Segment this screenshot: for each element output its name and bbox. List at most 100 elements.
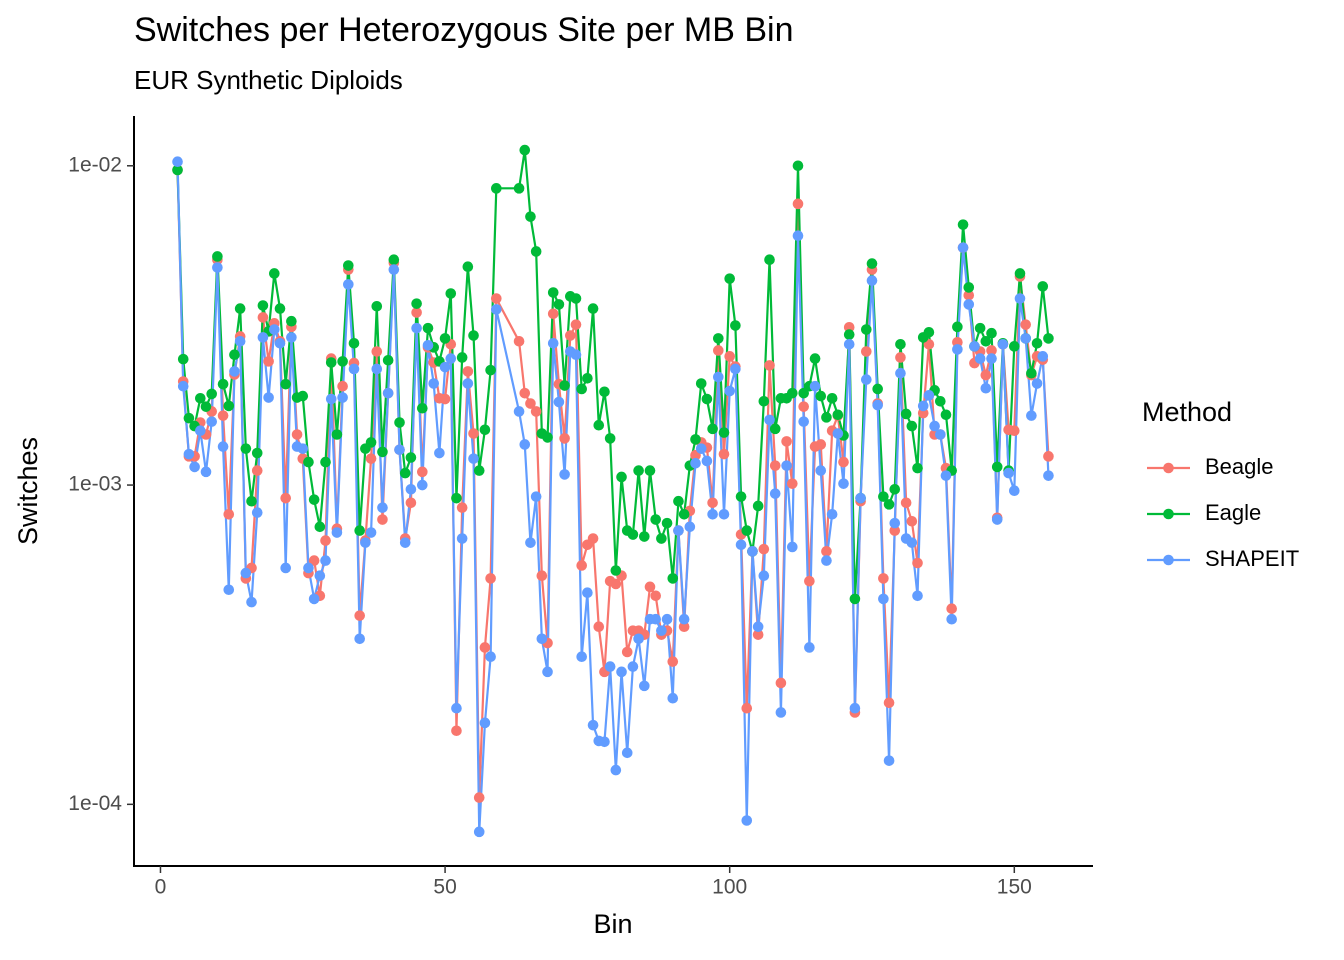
data-point bbox=[576, 383, 587, 395]
data-point bbox=[656, 625, 667, 636]
data-point bbox=[627, 529, 639, 540]
data-point bbox=[724, 385, 735, 397]
data-point bbox=[815, 465, 827, 476]
data-point bbox=[251, 447, 263, 459]
data-point bbox=[348, 363, 360, 375]
data-point bbox=[251, 507, 263, 518]
legend-key-point bbox=[1163, 554, 1174, 566]
data-point bbox=[838, 478, 849, 489]
data-point bbox=[251, 465, 263, 476]
data-point bbox=[479, 717, 491, 729]
data-point bbox=[787, 478, 798, 489]
data-point bbox=[735, 491, 747, 502]
data-point bbox=[912, 557, 923, 569]
data-point bbox=[217, 378, 229, 390]
data-point bbox=[189, 461, 200, 473]
data-point bbox=[667, 692, 679, 704]
data-point bbox=[752, 621, 764, 633]
data-point bbox=[980, 369, 992, 381]
legend-title: Method bbox=[1142, 397, 1232, 427]
data-point bbox=[1009, 485, 1020, 497]
data-point bbox=[883, 755, 895, 766]
data-point bbox=[678, 508, 690, 520]
data-point bbox=[417, 402, 428, 414]
data-point bbox=[866, 258, 878, 269]
data-point bbox=[462, 378, 474, 389]
data-point bbox=[417, 466, 428, 478]
y-axis-title: Switches bbox=[13, 437, 43, 545]
data-point bbox=[172, 164, 183, 176]
data-point bbox=[878, 593, 889, 605]
data-point bbox=[610, 578, 622, 590]
data-point bbox=[365, 527, 377, 538]
data-point bbox=[525, 211, 536, 222]
data-point bbox=[832, 428, 844, 439]
data-point bbox=[195, 392, 206, 404]
data-point bbox=[371, 363, 383, 375]
data-point bbox=[713, 333, 724, 344]
data-point bbox=[650, 590, 661, 602]
data-point bbox=[257, 332, 269, 343]
data-point bbox=[764, 254, 775, 265]
data-point bbox=[530, 246, 542, 257]
data-point bbox=[399, 467, 411, 479]
data-point bbox=[223, 508, 235, 520]
data-point bbox=[758, 395, 770, 407]
data-point bbox=[513, 406, 525, 417]
data-point bbox=[639, 531, 650, 542]
data-point bbox=[331, 429, 343, 440]
data-point bbox=[303, 456, 314, 468]
data-point bbox=[769, 460, 781, 471]
data-point bbox=[343, 260, 354, 271]
data-point bbox=[570, 319, 582, 330]
data-point bbox=[804, 642, 815, 653]
data-point bbox=[809, 353, 821, 364]
data-point bbox=[485, 364, 496, 376]
data-point bbox=[212, 251, 223, 262]
data-point bbox=[826, 392, 838, 404]
plot-area bbox=[172, 144, 1054, 838]
data-point bbox=[792, 160, 804, 172]
data-point bbox=[889, 525, 901, 536]
data-point bbox=[331, 527, 343, 538]
data-point bbox=[246, 596, 257, 608]
data-point bbox=[849, 702, 861, 714]
data-point bbox=[843, 338, 855, 350]
data-point bbox=[257, 312, 269, 323]
data-point bbox=[633, 633, 644, 645]
data-point bbox=[553, 299, 565, 310]
data-point bbox=[582, 587, 593, 599]
data-point bbox=[519, 144, 531, 156]
x-tick-label: 50 bbox=[433, 876, 456, 899]
data-point bbox=[1014, 268, 1026, 279]
data-point bbox=[707, 423, 718, 435]
data-point bbox=[1043, 451, 1054, 462]
data-point bbox=[479, 424, 491, 436]
data-point bbox=[212, 262, 223, 273]
data-point bbox=[234, 336, 246, 347]
data-point bbox=[855, 492, 866, 504]
data-point bbox=[986, 327, 997, 339]
data-point bbox=[986, 353, 997, 364]
data-point bbox=[974, 353, 986, 364]
data-point bbox=[365, 453, 377, 464]
data-point bbox=[1020, 319, 1031, 330]
data-point bbox=[974, 322, 986, 334]
data-point bbox=[952, 321, 963, 333]
data-point bbox=[815, 390, 827, 402]
data-point bbox=[969, 341, 980, 352]
data-point bbox=[781, 436, 792, 447]
data-point bbox=[747, 546, 758, 557]
data-point bbox=[701, 455, 713, 467]
data-point bbox=[417, 479, 428, 491]
data-point bbox=[360, 537, 371, 548]
data-point bbox=[656, 533, 667, 544]
data-point bbox=[456, 502, 468, 513]
data-point bbox=[434, 447, 445, 459]
data-point bbox=[587, 533, 599, 544]
data-point bbox=[593, 621, 605, 633]
data-point bbox=[912, 462, 923, 474]
data-point bbox=[325, 393, 337, 405]
